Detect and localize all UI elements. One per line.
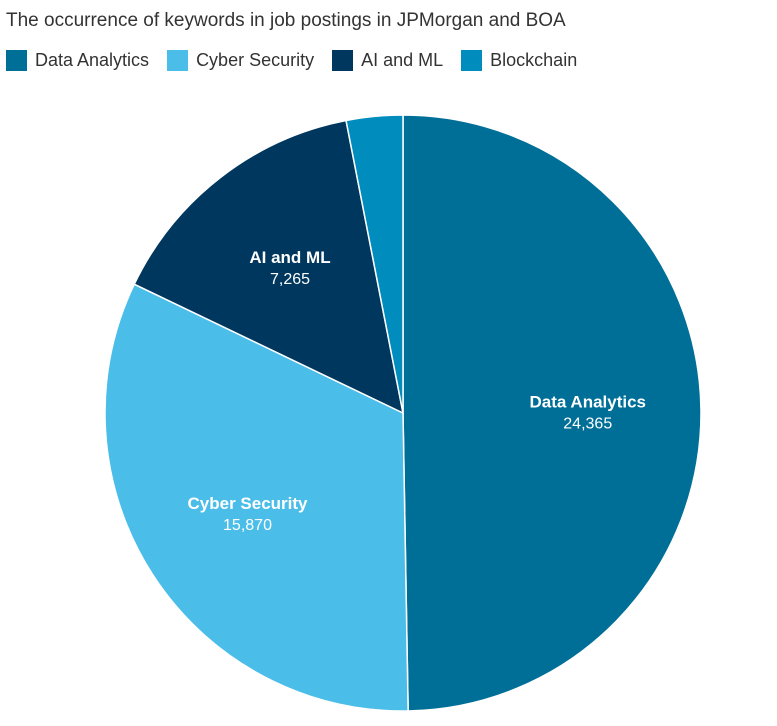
legend-swatch	[6, 50, 27, 71]
legend-item-blockchain[interactable]: Blockchain	[461, 50, 577, 71]
legend-item-data-analytics[interactable]: Data Analytics	[6, 50, 149, 71]
legend-label: Cyber Security	[196, 50, 315, 70]
chart-title: The occurrence of keywords in job postin…	[6, 10, 566, 31]
legend-label: AI and ML	[361, 50, 444, 70]
slice-value-cyber-security: 15,870	[223, 517, 272, 534]
slice-value-ai-and-ml: 7,265	[270, 271, 310, 288]
legend-item-ai-and-ml[interactable]: AI and ML	[332, 50, 443, 71]
slice-label-ai-and-ml: AI and ML	[249, 248, 330, 267]
legend-label: Blockchain	[490, 50, 578, 70]
pie-slice-data-analytics[interactable]	[402, 114, 702, 712]
legend-item-cyber-security[interactable]: Cyber Security	[167, 50, 314, 71]
slice-label-cyber-security: Cyber Security	[188, 494, 309, 513]
legend-label: Data Analytics	[35, 50, 150, 70]
pie-slice-cyber-security[interactable]	[104, 283, 409, 712]
pie-slice-blockchain[interactable]	[345, 114, 404, 414]
legend-swatch	[461, 50, 483, 71]
legend-swatch	[332, 50, 354, 71]
slice-value-data-analytics: 24,365	[563, 415, 612, 432]
legend: Data Analytics Cyber Security AI and ML …	[6, 50, 595, 71]
legend-swatch	[167, 50, 189, 71]
pie-slice-ai-and-ml[interactable]	[133, 119, 405, 415]
slice-label-data-analytics: Data Analytics	[529, 392, 646, 411]
